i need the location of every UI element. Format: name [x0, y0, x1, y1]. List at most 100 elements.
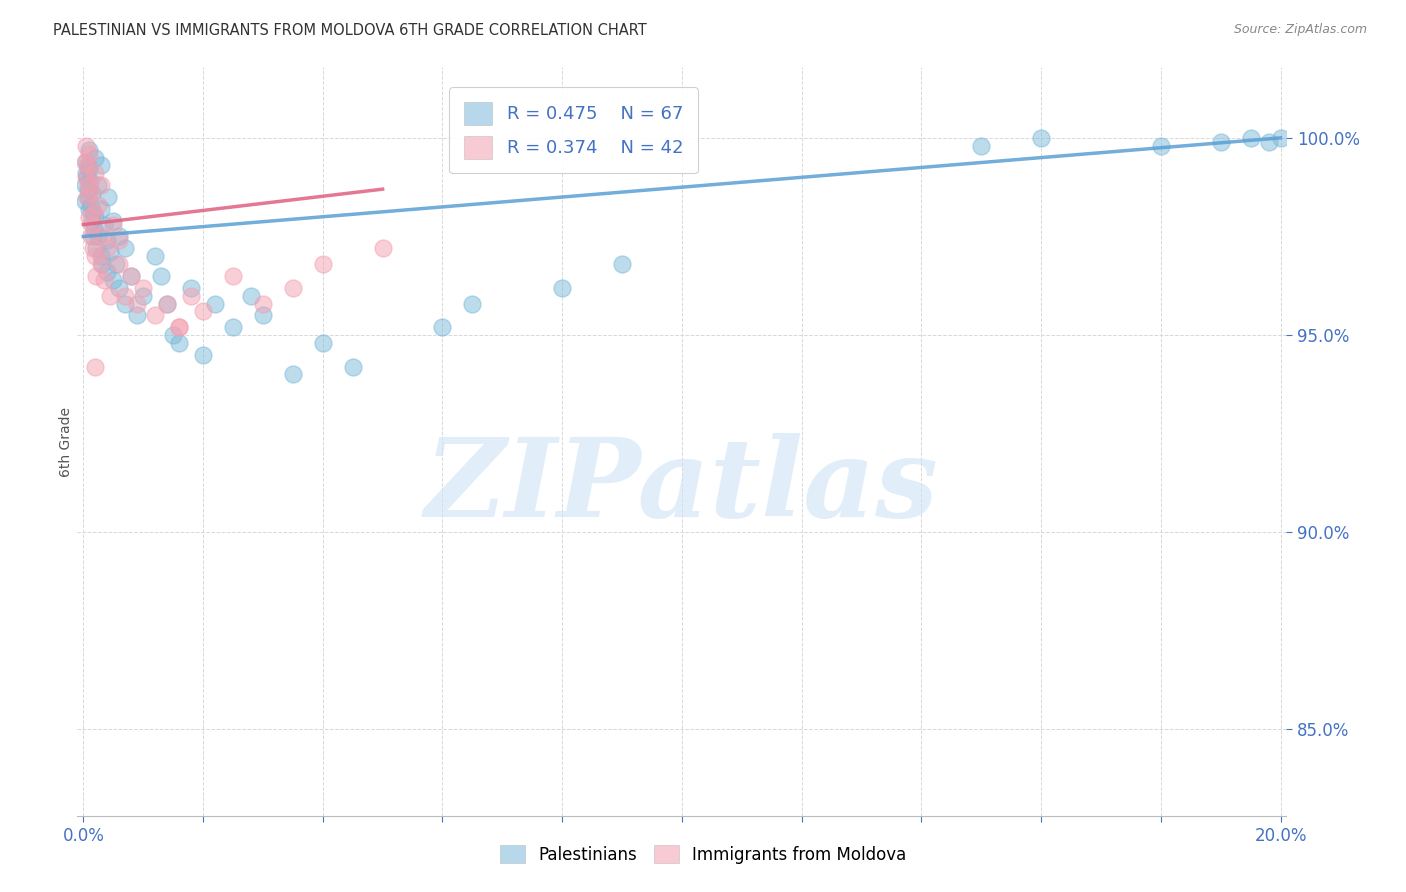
Point [75, 170, 97, 185]
Point [252, 296, 274, 310]
Legend: Palestinians, Immigrants from Moldova: Palestinians, Immigrants from Moldova [492, 837, 914, 872]
Point [132, 281, 155, 295]
Point [93, 218, 115, 232]
Point [90, 202, 112, 216]
Point [79, 174, 101, 188]
Point [150, 268, 173, 283]
Point [77, 182, 100, 196]
Point [82, 218, 104, 232]
Point [204, 296, 226, 310]
Point [80, 229, 103, 244]
Point [432, 320, 454, 334]
Point [75, 166, 97, 180]
Point [93, 273, 115, 287]
Point [90, 159, 112, 173]
Point [75, 178, 97, 193]
Point [86, 241, 108, 255]
Point [80, 198, 103, 212]
Point [76, 190, 98, 204]
Point [167, 320, 190, 334]
Point [143, 249, 166, 263]
Point [103, 273, 125, 287]
Point [98, 245, 121, 260]
Point [96, 265, 118, 279]
Point [461, 296, 484, 310]
Point [83, 221, 105, 235]
Point [73, 154, 96, 169]
Point [222, 268, 245, 283]
Point [97, 190, 120, 204]
Point [114, 296, 136, 310]
Point [98, 288, 121, 302]
Point [79, 146, 101, 161]
Point [551, 281, 574, 295]
Point [76, 170, 98, 185]
Point [77, 159, 100, 173]
Point [312, 257, 335, 271]
Point [90, 178, 112, 193]
Point [80, 186, 103, 200]
Point [86, 268, 108, 283]
Point [77, 178, 100, 193]
Point [84, 151, 107, 165]
Point [127, 309, 149, 323]
Point [1257, 135, 1279, 149]
Point [79, 143, 101, 157]
Point [84, 166, 107, 180]
Point [96, 241, 118, 255]
Point [83, 206, 105, 220]
Point [167, 320, 190, 334]
Point [84, 210, 107, 224]
Point [82, 213, 104, 227]
Point [252, 309, 274, 323]
Point [191, 348, 214, 362]
Point [108, 257, 131, 271]
Text: ZIPatlas: ZIPatlas [425, 433, 939, 541]
Point [156, 296, 179, 310]
Point [82, 206, 104, 220]
Point [143, 309, 166, 323]
Point [371, 241, 394, 255]
Point [114, 241, 136, 255]
Point [1209, 135, 1232, 149]
Point [156, 296, 179, 310]
Point [75, 138, 97, 153]
Point [312, 335, 335, 350]
Point [73, 194, 96, 208]
Point [970, 138, 993, 153]
Point [114, 288, 136, 302]
Point [76, 190, 98, 204]
Point [103, 213, 125, 227]
Point [191, 304, 214, 318]
Point [127, 296, 149, 310]
Point [90, 257, 112, 271]
Point [77, 202, 100, 216]
Point [180, 281, 202, 295]
Point [79, 186, 101, 200]
Point [96, 234, 118, 248]
Text: PALESTINIAN VS IMMIGRANTS FROM MOLDOVA 6TH GRADE CORRELATION CHART: PALESTINIAN VS IMMIGRANTS FROM MOLDOVA 6… [53, 23, 647, 38]
Point [103, 218, 125, 232]
Y-axis label: 6th Grade: 6th Grade [59, 407, 73, 476]
Point [82, 241, 104, 255]
Point [84, 249, 107, 263]
Point [167, 335, 190, 350]
Point [1150, 138, 1173, 153]
Point [281, 368, 304, 382]
Point [1029, 131, 1052, 145]
Text: Source: ZipAtlas.com: Source: ZipAtlas.com [1233, 23, 1367, 37]
Point [79, 210, 101, 224]
Point [180, 288, 202, 302]
Point [108, 234, 131, 248]
Point [108, 281, 131, 295]
Point [87, 198, 110, 212]
Point [132, 288, 155, 302]
Point [90, 249, 112, 263]
Point [108, 229, 131, 244]
Point [120, 268, 142, 283]
Point [105, 257, 128, 271]
Point [87, 178, 110, 193]
Point [87, 229, 110, 244]
Point [84, 359, 107, 374]
Legend: R = 0.475    N = 67, R = 0.374    N = 42: R = 0.475 N = 67, R = 0.374 N = 42 [449, 87, 697, 173]
